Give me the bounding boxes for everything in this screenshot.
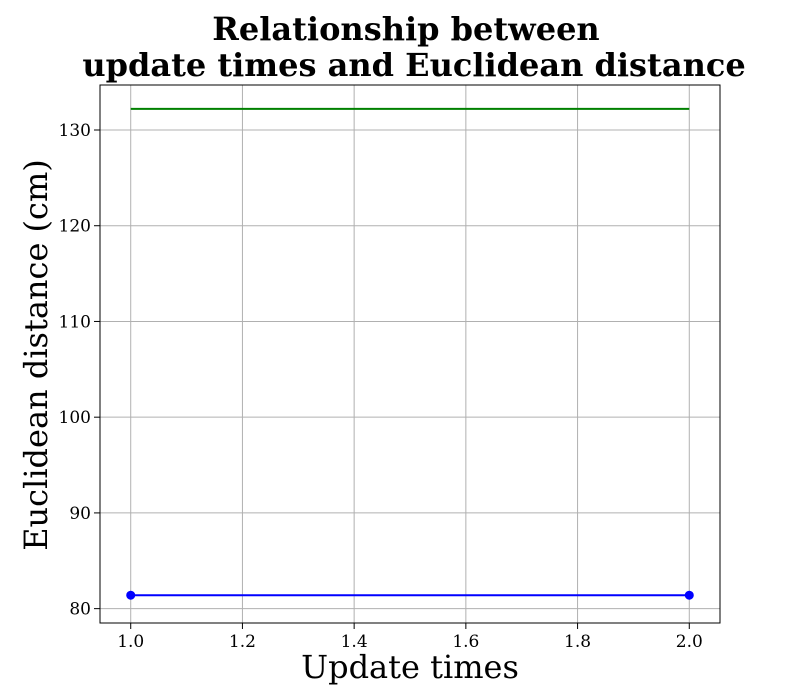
chart-title-line-2: update times and Euclidean distance (82, 46, 745, 84)
y-tick-label: 100 (59, 408, 91, 428)
y-tick-label: 90 (69, 504, 91, 524)
x-tick-label: 1.0 (117, 632, 144, 652)
x-tick-label: 1.8 (564, 632, 591, 652)
x-tick-label: 2.0 (676, 632, 703, 652)
plot-frame (99, 84, 721, 624)
y-ticks: 80 90 100 110 120 130 (59, 121, 100, 620)
y-axis-label: Euclidean distance (cm) (17, 159, 55, 551)
grid (100, 85, 720, 623)
data-point (684, 590, 694, 600)
x-tick-label: 1.6 (452, 632, 479, 652)
x-ticks: 1.0 1.2 1.4 1.6 1.8 2.0 (117, 623, 703, 652)
y-tick-label: 110 (59, 312, 91, 332)
x-axis-label: Update times (301, 648, 519, 686)
y-tick-label: 120 (59, 217, 91, 237)
chart-title-line-1: Relationship between (212, 10, 599, 48)
series-layer (126, 107, 694, 600)
y-tick-label: 130 (59, 121, 91, 141)
data-point (126, 590, 136, 600)
y-tick-label: 80 (69, 600, 91, 620)
x-tick-label: 1.4 (341, 632, 368, 652)
x-tick-label: 1.2 (229, 632, 256, 652)
